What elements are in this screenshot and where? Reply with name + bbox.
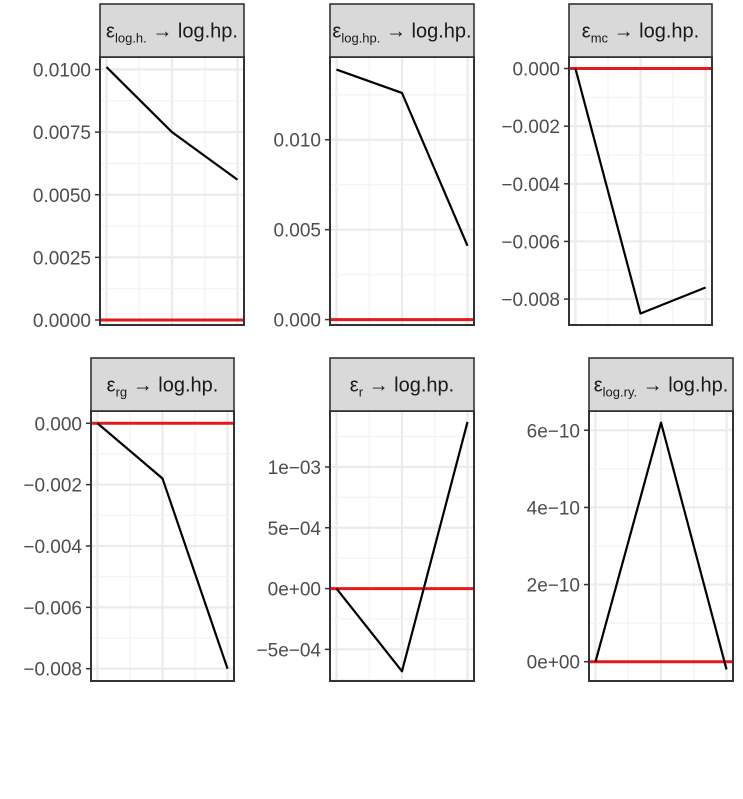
strip-subscript: rg xyxy=(116,385,128,400)
strip-target: → log.hp. xyxy=(637,375,728,397)
strip-subscript: log.h. xyxy=(115,31,147,46)
y-tick-label: 0e+00 xyxy=(527,653,580,674)
strip-background xyxy=(90,357,235,412)
strip-target: → log.hp. xyxy=(380,21,471,43)
facet-panel-6: 0e+00 2e−10 4e−10 6e−10 εlog.ry. → log.hp. xyxy=(527,357,734,682)
y-tick-label: 0.0000 xyxy=(33,311,91,332)
facet-panel-5: −5e−04 0e+00 5e−04 1e−03 εr → log.hp. xyxy=(257,357,475,682)
strip-target: → log.hp. xyxy=(608,21,699,43)
strip-background xyxy=(99,3,245,58)
strip-subscript: mc xyxy=(591,31,609,46)
y-tick-label: 5e−04 xyxy=(268,519,322,540)
y-tick-label: 2e−10 xyxy=(527,576,580,597)
strip-target: → log.hp. xyxy=(363,375,454,397)
strip-target: → log.hp. xyxy=(127,375,218,397)
y-tick-label: 0.0050 xyxy=(33,186,91,207)
y-tick-label: −0.006 xyxy=(501,232,560,253)
strip-symbol: ε xyxy=(594,375,603,397)
y-tick-label: 0.0100 xyxy=(33,61,91,82)
strip-symbol: ε xyxy=(106,21,115,43)
y-tick-label: −0.006 xyxy=(23,598,82,619)
y-tick-label: 0e+00 xyxy=(268,580,321,601)
y-tick-label: 1e−03 xyxy=(268,458,321,479)
strip-label: εrg → log.hp. xyxy=(107,375,219,400)
y-tick-label: 6e−10 xyxy=(527,421,580,442)
facet-panel-1: 0.0000 0.0025 0.0050 0.0075 0.0100 εlog.h. → … xyxy=(33,3,245,332)
series-line-1 xyxy=(96,422,229,670)
strip-background xyxy=(568,3,713,58)
facet-strip: εr → log.hp. xyxy=(329,357,475,412)
strip-subscript: r xyxy=(359,385,364,400)
y-tick-label: −0.002 xyxy=(501,117,560,138)
y-tick-label: −0.004 xyxy=(501,175,560,196)
y-tick-label: −0.008 xyxy=(501,290,560,311)
strip-symbol: ε xyxy=(582,21,591,43)
strip-symbol: ε xyxy=(350,375,359,397)
gridlines xyxy=(589,411,733,681)
facet-strip: εrg → log.hp. xyxy=(90,357,235,412)
y-tick-label: 0.0025 xyxy=(33,248,91,269)
strip-subscript: log.hp. xyxy=(341,31,380,46)
series-line-1 xyxy=(335,421,469,673)
series-line-1 xyxy=(574,68,706,315)
facet-strip: εlog.h. → log.hp. xyxy=(99,3,245,58)
strip-symbol: ε xyxy=(107,375,116,397)
facet-strip: εlog.hp. → log.hp. xyxy=(329,3,475,58)
strip-subscript: log.ry. xyxy=(603,385,637,400)
y-tick-label: 0.000 xyxy=(34,414,82,435)
strip-label: εr → log.hp. xyxy=(350,375,454,400)
strip-symbol: ε xyxy=(332,21,341,43)
series-line-1 xyxy=(336,68,469,247)
y-tick-label: −0.004 xyxy=(23,537,82,558)
y-tick-label: 0.010 xyxy=(273,131,321,152)
series-line-1 xyxy=(594,421,728,670)
y-tick-label: 0.005 xyxy=(273,221,321,242)
strip-background xyxy=(329,357,475,412)
strip-label: εlog.hp. → log.hp. xyxy=(332,21,471,46)
strip-target: → log.hp. xyxy=(147,21,238,43)
y-tick-label: −0.008 xyxy=(23,660,82,681)
strip-label: εlog.h. → log.hp. xyxy=(106,21,238,46)
facet-panel-3: −0.008 −0.006 −0.004 −0.002 0.000 εmc → log.h… xyxy=(501,3,713,326)
y-tick-label: 0.000 xyxy=(273,311,321,332)
strip-background xyxy=(329,3,475,58)
facet-strip: εlog.ry. → log.hp. xyxy=(588,357,734,412)
strip-background xyxy=(588,357,734,412)
series-line-1 xyxy=(105,66,239,181)
facet-strip: εmc → log.hp. xyxy=(568,3,713,58)
y-tick-label: 4e−10 xyxy=(527,498,580,519)
strip-label: εmc → log.hp. xyxy=(582,21,699,46)
y-tick-label: 0.0075 xyxy=(33,123,91,144)
facet-panel-4: −0.008 −0.006 −0.004 −0.002 0.000 εrg → log.h… xyxy=(23,357,235,682)
y-tick-label: −5e−04 xyxy=(257,640,322,661)
strip-label: εlog.ry. → log.hp. xyxy=(594,375,729,400)
y-tick-label: 0.000 xyxy=(512,60,560,81)
y-tick-label: −0.002 xyxy=(23,476,82,497)
facet-panel-2: 0.000 0.005 0.010 εlog.hp. → log.hp. xyxy=(273,3,475,332)
